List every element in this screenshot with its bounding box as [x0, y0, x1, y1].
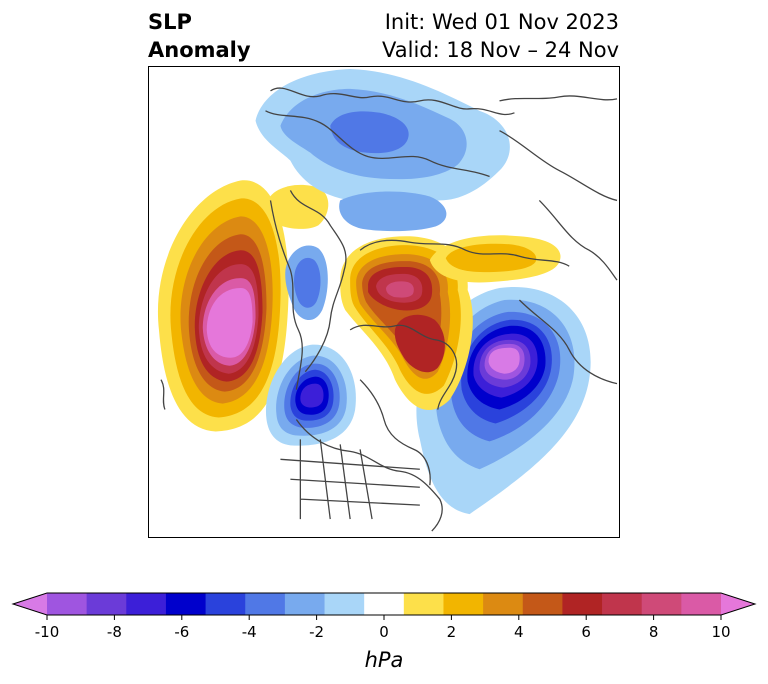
negative-anomaly-gulf-of-alaska: [285, 245, 328, 321]
colorbar-segment: [86, 593, 127, 615]
colorbar-tick-label: 2: [447, 623, 457, 641]
negative-anomaly-siberia: [255, 68, 510, 232]
colorbar-segment: [245, 593, 286, 615]
colorbar-segment: [324, 593, 365, 615]
colorbar-extend-min: [13, 593, 47, 615]
colorbar-segment: [522, 593, 563, 615]
negative-anomaly-north-america: [265, 344, 356, 446]
colorbar-tick-label: -6: [174, 623, 189, 641]
title-quantity: Anomaly: [148, 38, 251, 62]
colorbar-segment: [205, 593, 246, 615]
colorbar-segment: [641, 593, 682, 615]
colorbar-tick-label: 8: [649, 623, 659, 641]
colorbar-tick-label: 4: [514, 623, 524, 641]
colorbar-segment: [284, 593, 326, 615]
colorbar-segment: [126, 593, 167, 615]
colorbar-extend-max: [721, 593, 755, 615]
colorbar-tick-label: 0: [379, 623, 389, 641]
colorbar-segment: [403, 593, 444, 615]
positive-anomaly-arctic: [340, 236, 473, 410]
colorbar-segment: [562, 593, 603, 615]
colorbar-tick-label: -10: [35, 623, 60, 641]
colorbar-tick-label: -4: [242, 623, 257, 641]
colorbar-segment: [483, 593, 524, 615]
colorbar-unit-label: hPa: [365, 648, 404, 672]
colorbar-segment: [165, 593, 207, 615]
colorbar-segment: [602, 593, 643, 615]
colorbar-tick-label: -8: [107, 623, 122, 641]
colorbar-tick-label: 10: [711, 623, 730, 641]
colorbar-tick-label: 6: [581, 623, 591, 641]
init-date-label: Init: Wed 01 Nov 2023: [384, 10, 619, 34]
colorbar: -10 -8 -6 -4 -2 0 2 4 6 8 10 hPa: [0, 588, 768, 684]
anomaly-map: [148, 66, 620, 538]
map-title-left: SLP Anomaly: [148, 8, 251, 64]
colorbar-segment: [681, 593, 722, 615]
title-variable: SLP: [148, 10, 192, 34]
colorbar-segment: [443, 593, 484, 615]
colorbar-segment: [47, 593, 88, 615]
map-title-right: Init: Wed 01 Nov 2023 Valid: 18 Nov – 24…: [382, 8, 619, 64]
colorbar-segment: [364, 593, 405, 615]
coastlines: [160, 87, 618, 532]
colorbar-tick-label: -2: [309, 623, 324, 641]
positive-anomaly-pacific: [157, 180, 289, 432]
valid-range-label: Valid: 18 Nov – 24 Nov: [382, 38, 619, 62]
